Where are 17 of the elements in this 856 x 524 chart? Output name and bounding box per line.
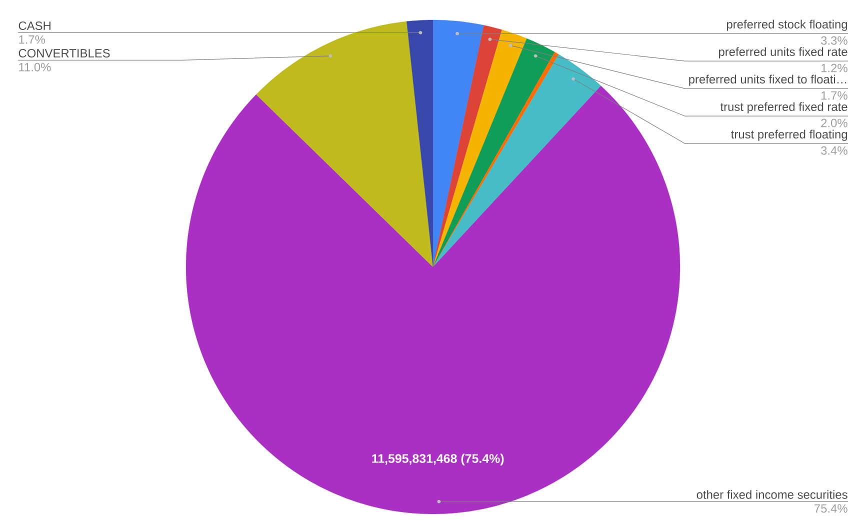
data-label: 75.4%: [814, 504, 848, 513]
data-label: 1.7%: [821, 91, 848, 100]
data-label: 1.2%: [821, 64, 848, 72]
data-label: 11.0%: [19, 62, 51, 72]
slice-label: trust preferred fixed rate: [720, 102, 848, 114]
slice-label: preferred units fixed to floati…: [689, 74, 846, 86]
data-label: 3.3%: [821, 36, 848, 45]
data-label: 3.4%: [821, 146, 848, 155]
data-label: 2.0%: [821, 118, 848, 128]
slice-label: CASH: [18, 22, 50, 30]
slice-label: preferred stock floating: [726, 20, 848, 31]
slice-label: preferred units fixed rate: [719, 47, 848, 58]
text: 11,595,831,468 (75.4%): [372, 454, 504, 466]
slice-label: other fixed income securities: [696, 490, 848, 499]
slice-label: CONVERTIBLES: [18, 49, 110, 58]
data-label: 1.7%: [19, 35, 46, 44]
slice-label: trust preferred floating: [731, 130, 848, 141]
